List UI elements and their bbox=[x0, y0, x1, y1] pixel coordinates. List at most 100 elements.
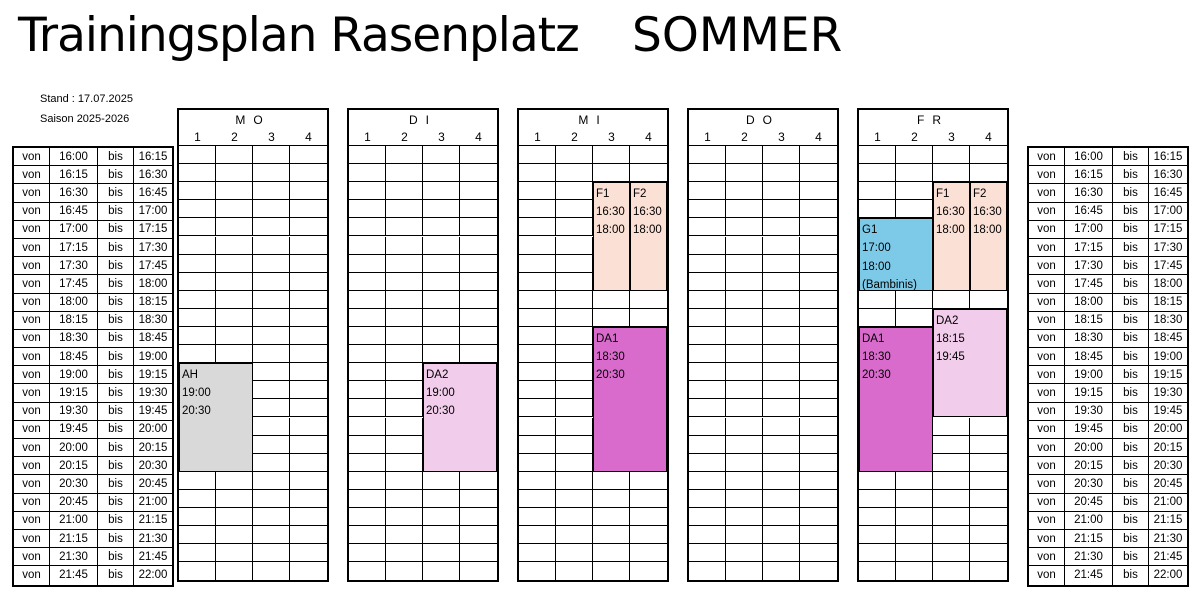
slot-cell[interactable] bbox=[556, 218, 593, 237]
slot-cell[interactable] bbox=[290, 363, 327, 382]
slot-cell[interactable] bbox=[689, 526, 726, 545]
slot-cell[interactable] bbox=[519, 236, 556, 255]
slot-cell[interactable] bbox=[689, 146, 726, 165]
slot-cell[interactable] bbox=[290, 490, 327, 508]
slot-cell[interactable] bbox=[460, 472, 497, 490]
slot-cell[interactable] bbox=[253, 164, 290, 183]
slot-cell[interactable] bbox=[556, 146, 593, 165]
slot-cell[interactable] bbox=[386, 218, 423, 237]
slot-cell[interactable] bbox=[216, 272, 253, 291]
slot-cell[interactable] bbox=[519, 218, 556, 237]
slot-cell[interactable] bbox=[460, 237, 497, 255]
slot-cell[interactable] bbox=[726, 508, 763, 527]
slot-cell[interactable] bbox=[423, 526, 460, 545]
slot-cell[interactable] bbox=[386, 363, 423, 382]
slot-cell[interactable] bbox=[519, 146, 556, 165]
slot-cell[interactable] bbox=[423, 182, 460, 201]
slot-cell[interactable] bbox=[859, 508, 896, 527]
slot-cell[interactable] bbox=[386, 236, 423, 255]
slot-cell[interactable] bbox=[423, 345, 460, 364]
slot-cell[interactable] bbox=[423, 308, 460, 327]
slot-cell[interactable] bbox=[179, 345, 216, 364]
slot-cell[interactable] bbox=[179, 236, 216, 255]
slot-cell[interactable] bbox=[859, 489, 896, 508]
slot-cell[interactable] bbox=[726, 562, 763, 581]
slot-cell[interactable] bbox=[179, 562, 216, 581]
slot-cell[interactable] bbox=[763, 471, 800, 490]
slot-cell[interactable] bbox=[423, 508, 460, 527]
slot-cell[interactable] bbox=[349, 290, 386, 309]
slot-cell[interactable] bbox=[519, 381, 556, 400]
slot-cell[interactable] bbox=[726, 272, 763, 291]
session-block-da2[interactable]: DA2 18:15 19:45 bbox=[933, 308, 1007, 418]
slot-cell[interactable] bbox=[556, 508, 593, 527]
slot-cell[interactable] bbox=[630, 544, 667, 563]
slot-cell[interactable] bbox=[726, 218, 763, 237]
slot-cell[interactable] bbox=[423, 236, 460, 255]
slot-cell[interactable] bbox=[386, 417, 423, 436]
slot-cell[interactable] bbox=[556, 200, 593, 219]
slot-cell[interactable] bbox=[933, 290, 970, 309]
slot-cell[interactable] bbox=[556, 345, 593, 364]
slot-cell[interactable] bbox=[290, 255, 327, 273]
slot-cell[interactable] bbox=[593, 146, 630, 165]
slot-cell[interactable] bbox=[763, 417, 800, 436]
slot-cell[interactable] bbox=[800, 472, 837, 490]
slot-cell[interactable] bbox=[253, 562, 290, 581]
slot-cell[interactable] bbox=[179, 146, 216, 165]
slot-cell[interactable] bbox=[386, 272, 423, 291]
slot-cell[interactable] bbox=[349, 345, 386, 364]
slot-cell[interactable] bbox=[386, 508, 423, 527]
slot-cell[interactable] bbox=[216, 345, 253, 364]
slot-cell[interactable] bbox=[253, 381, 290, 400]
slot-cell[interactable] bbox=[800, 418, 837, 436]
slot-cell[interactable] bbox=[689, 453, 726, 472]
slot-cell[interactable] bbox=[179, 200, 216, 219]
slot-cell[interactable] bbox=[386, 381, 423, 400]
slot-cell[interactable] bbox=[290, 526, 327, 545]
slot-cell[interactable] bbox=[349, 146, 386, 165]
slot-cell[interactable] bbox=[933, 146, 970, 165]
slot-cell[interactable] bbox=[763, 290, 800, 309]
slot-cell[interactable] bbox=[290, 327, 327, 346]
slot-cell[interactable] bbox=[800, 562, 837, 580]
slot-cell[interactable] bbox=[460, 544, 497, 563]
slot-cell[interactable] bbox=[253, 182, 290, 201]
session-block-f2[interactable]: F2 16:30 18:00 bbox=[970, 182, 1007, 291]
slot-cell[interactable] bbox=[253, 327, 290, 346]
slot-cell[interactable] bbox=[386, 399, 423, 418]
slot-cell[interactable] bbox=[290, 436, 327, 454]
slot-cell[interactable] bbox=[800, 345, 837, 364]
slot-cell[interactable] bbox=[726, 489, 763, 508]
slot-cell[interactable] bbox=[970, 508, 1007, 527]
session-block-ah[interactable]: AH 19:00 20:30 bbox=[179, 363, 253, 472]
slot-cell[interactable] bbox=[689, 435, 726, 454]
slot-cell[interactable] bbox=[896, 471, 933, 490]
slot-cell[interactable] bbox=[800, 544, 837, 563]
slot-cell[interactable] bbox=[460, 218, 497, 237]
slot-cell[interactable] bbox=[349, 381, 386, 400]
slot-cell[interactable] bbox=[216, 146, 253, 165]
slot-cell[interactable] bbox=[800, 436, 837, 454]
slot-cell[interactable] bbox=[519, 544, 556, 563]
slot-cell[interactable] bbox=[386, 526, 423, 545]
slot-cell[interactable] bbox=[290, 562, 327, 580]
slot-cell[interactable] bbox=[896, 164, 933, 183]
slot-cell[interactable] bbox=[689, 544, 726, 563]
slot-cell[interactable] bbox=[556, 489, 593, 508]
slot-cell[interactable] bbox=[970, 146, 1007, 165]
slot-cell[interactable] bbox=[349, 254, 386, 273]
slot-cell[interactable] bbox=[859, 471, 896, 490]
slot-cell[interactable] bbox=[349, 236, 386, 255]
slot-cell[interactable] bbox=[290, 381, 327, 400]
slot-cell[interactable] bbox=[763, 508, 800, 527]
slot-cell[interactable] bbox=[519, 363, 556, 382]
slot-cell[interactable] bbox=[800, 182, 837, 201]
slot-cell[interactable] bbox=[253, 435, 290, 454]
slot-cell[interactable] bbox=[460, 146, 497, 165]
slot-cell[interactable] bbox=[689, 399, 726, 418]
slot-cell[interactable] bbox=[593, 508, 630, 527]
slot-cell[interactable] bbox=[763, 526, 800, 545]
slot-cell[interactable] bbox=[689, 218, 726, 237]
slot-cell[interactable] bbox=[726, 164, 763, 183]
